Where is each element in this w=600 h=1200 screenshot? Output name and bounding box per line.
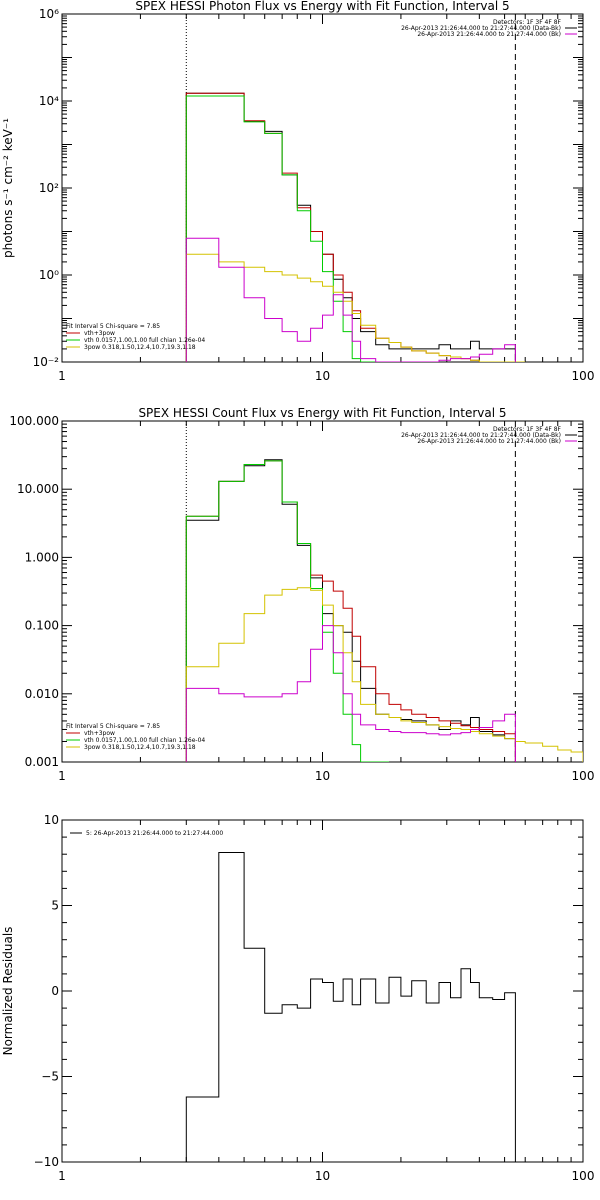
- x-tick-label: 10: [315, 369, 330, 383]
- y-tick-label: 0: [51, 984, 59, 998]
- y-tick-label: −5: [41, 1070, 59, 1084]
- legend-top-entry: 5: 26-Apr-2013 21:26:44.000 to 21:27:44.…: [86, 830, 223, 837]
- legend-top-entry: Detectors: 1F 3F 4F 8F: [493, 19, 562, 26]
- panel-1: SPEX HESSI Photon Flux vs Energy with Fi…: [1, 0, 594, 383]
- y-tick-label: 10: [44, 813, 59, 827]
- legend-bottom-entry: vth 0.0157,1.00,1.00 full chian 1.26e-04: [84, 737, 205, 744]
- y-tick-label: 10⁶: [39, 7, 59, 21]
- x-tick-label: 1: [58, 769, 66, 783]
- series-bk: [185, 237, 516, 362]
- y-tick-label: 10.000: [17, 482, 59, 496]
- legend-bottom-entry: 3pow 0.318,1.50,12.4,10.7,19.3,1.18: [84, 344, 196, 351]
- series-data-bk: [185, 459, 516, 762]
- y-tick-label: 100.000: [9, 414, 59, 428]
- legend-bottom-entry: vth+3pow: [84, 730, 115, 737]
- y-tick-label: 10⁰: [39, 268, 59, 282]
- legend-top-entry: 26-Apr-2013 21:26:44.000 to 21:27:44.000…: [417, 31, 561, 38]
- series-group: [185, 459, 583, 762]
- series-vth-3pow: [185, 92, 505, 362]
- legend-bottom-entry: vth+3pow: [84, 330, 115, 337]
- x-tick-label: 100: [572, 769, 595, 783]
- panel-3: Normalized Residuals 1 10 100 −10 −5 0 5 10 5: 26…: [1, 813, 594, 1183]
- legend-bottom-entry: 3pow 0.318,1.50,12.4,10.7,19.3,1.18: [84, 744, 196, 751]
- y-axis-label: Normalized Residuals: [1, 927, 15, 1056]
- panel-2: SPEX HESSI Count Flux vs Energy with Fit…: [9, 406, 594, 783]
- chart-title: SPEX HESSI Photon Flux vs Energy with Fi…: [135, 0, 509, 13]
- y-tick-label: 5: [51, 899, 59, 913]
- y-tick-label: 10⁻²: [33, 355, 60, 369]
- series-3pow: [185, 587, 583, 762]
- y-tick-label: −10: [34, 1155, 59, 1169]
- y-axis-label: photons s⁻¹ cm⁻² keV⁻¹: [1, 118, 15, 258]
- legend-top-entry: 26-Apr-2013 21:26:44.000 to 21:27:44.000…: [417, 438, 561, 445]
- series-vth: [185, 95, 401, 362]
- legend-bottom-entry: Fit Interval 5 Chi-square = 7.85: [66, 723, 160, 730]
- x-tick-label: 100: [572, 369, 595, 383]
- series-bk: [185, 625, 516, 762]
- x-tick-label: 10: [315, 1169, 330, 1183]
- legend-top-entry: 26-Apr-2013 21:26:44.000 to 21:27:44.000…: [401, 432, 561, 439]
- plot-frame: [61, 819, 584, 1163]
- series-vth: [185, 460, 389, 762]
- legend-bottom-entry: vth 0.0157,1.00,1.00 full chian 1.26e-04: [84, 337, 205, 344]
- y-tick-label: 0.100: [25, 619, 59, 633]
- x-tick-label: 1: [58, 369, 66, 383]
- y-tick-label: 0.001: [25, 755, 59, 769]
- series-residuals: [185, 852, 516, 1162]
- x-tick-label: 1: [58, 1169, 66, 1183]
- y-tick-label: 10⁴: [39, 94, 59, 108]
- series-vth-3pow: [185, 460, 516, 762]
- x-tick-label: 10: [315, 769, 330, 783]
- y-tick-label: 1.000: [25, 550, 59, 564]
- series-data-bk: [185, 92, 516, 362]
- y-tick-label: 10²: [39, 181, 59, 195]
- y-tick-label: 0.010: [25, 687, 59, 701]
- legend-top-entry: 26-Apr-2013 21:26:44.000 to 21:27:44.000…: [401, 25, 561, 32]
- chart-title: SPEX HESSI Count Flux vs Energy with Fit…: [138, 406, 506, 420]
- series-3pow: [185, 253, 526, 362]
- x-tick-label: 100: [572, 1169, 595, 1183]
- legend-top-entry: Detectors: 1F 3F 4F 8F: [493, 426, 562, 433]
- series-group: [185, 92, 526, 362]
- plot-frame: [61, 13, 584, 363]
- series-group: [185, 852, 516, 1162]
- legend-bottom-entry: Fit Interval 5 Chi-square = 7.85: [66, 323, 160, 330]
